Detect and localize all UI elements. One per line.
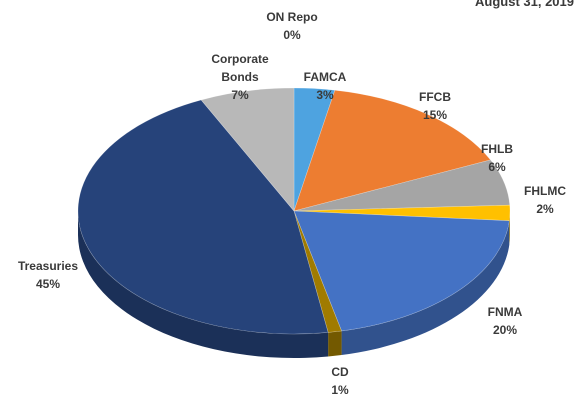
category-label: FAMCA <box>303 70 347 84</box>
category-label: FHLMC <box>524 184 566 198</box>
category-label: FHLB <box>481 142 513 156</box>
slice <box>293 87 336 212</box>
category-label: Treasuries <box>17 259 79 273</box>
slice <box>293 210 510 332</box>
slice-label: FFCB 15% <box>390 88 480 124</box>
value-label: 0% <box>283 28 301 42</box>
slice-side <box>509 211 510 245</box>
slice <box>200 87 295 212</box>
value-label: 3% <box>316 88 334 102</box>
chart-title: August 31, 2019 <box>475 0 574 9</box>
slice-side <box>328 330 342 357</box>
category-label: FNMA <box>487 305 523 319</box>
value-label: 15% <box>422 108 448 122</box>
category-label: FFCB <box>419 90 451 104</box>
slice <box>293 159 511 212</box>
value-label: 2% <box>536 202 554 216</box>
slice <box>293 204 511 222</box>
slice <box>77 99 329 335</box>
slice-label: FHLB 6% <box>452 140 542 176</box>
slice-label: FAMCA 3% <box>280 68 370 104</box>
value-label: 45% <box>35 277 61 291</box>
slice-side <box>78 211 329 359</box>
category-label: CD <box>331 365 349 379</box>
slice-label: FHLMC 2% <box>500 182 582 218</box>
slice <box>293 210 343 333</box>
value-label: 1% <box>331 383 349 397</box>
slice-label: Treasuries 45% <box>3 257 93 293</box>
slice-label: Corporate Bonds 7% <box>205 50 275 104</box>
slice-side <box>341 220 510 355</box>
slice <box>293 89 492 212</box>
slice-label: FNMA 20% <box>460 303 550 339</box>
slice-label: CD 1% <box>295 363 385 399</box>
category-label: ON Repo <box>266 10 318 24</box>
value-label: 6% <box>488 160 506 174</box>
value-label: 7% <box>231 88 249 102</box>
value-label: 20% <box>492 323 518 337</box>
category-label: Corporate Bonds <box>211 52 269 84</box>
slice-label: ON Repo 0% <box>247 8 337 44</box>
